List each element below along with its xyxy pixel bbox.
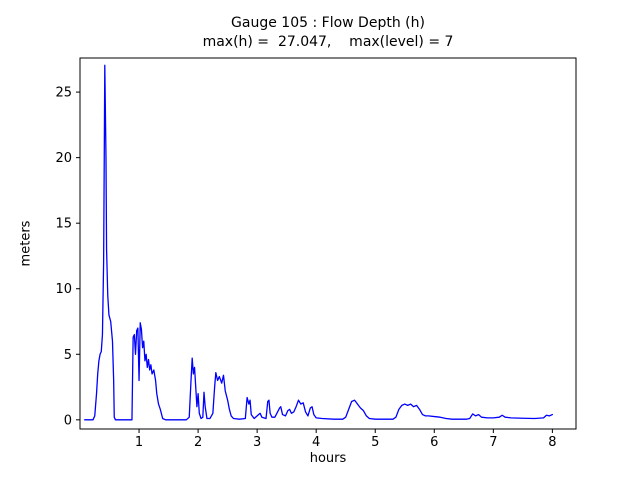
x-tick-label: 6 <box>430 435 438 450</box>
x-tick-label: 5 <box>371 435 379 450</box>
y-tick-label: 0 <box>64 413 72 428</box>
x-tick-label: 1 <box>135 435 143 450</box>
y-tick-label: 10 <box>55 282 72 297</box>
y-tick-label: 15 <box>55 217 72 232</box>
chart-subtitle: max(h) = 27.047, max(level) = 7 <box>202 34 454 50</box>
x-axis-label: hours <box>309 451 347 466</box>
chart-title: Gauge 105 : Flow Depth (h) <box>231 15 425 31</box>
x-tick-label: 7 <box>489 435 497 450</box>
x-tick-label: 8 <box>548 435 556 450</box>
y-tick-label: 20 <box>55 151 72 166</box>
flow-depth-line <box>84 64 554 421</box>
x-tick-label: 2 <box>194 435 202 450</box>
plot-frame <box>79 57 577 430</box>
chart-title-block: Gauge 105 : Flow Depth (h) max(h) = 27.0… <box>80 14 576 52</box>
x-tick-label: 3 <box>253 435 261 450</box>
y-tick-label: 5 <box>64 348 72 363</box>
x-tick-label: 4 <box>312 435 320 450</box>
y-tick-label: 25 <box>55 86 72 101</box>
